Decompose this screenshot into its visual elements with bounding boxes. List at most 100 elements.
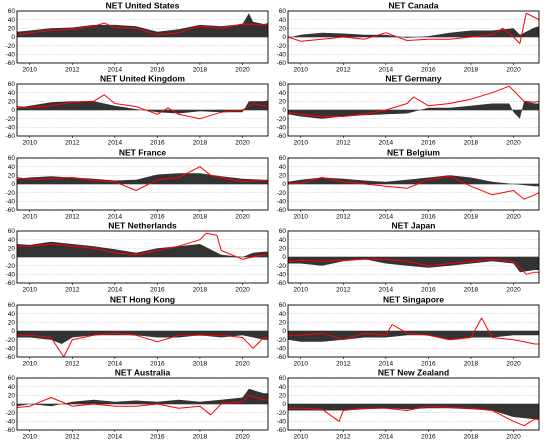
x-tick-label: 2010: [294, 287, 309, 294]
panel-title: NET United States: [106, 1, 180, 11]
plot-frame: [287, 377, 540, 431]
x-tick-label: 2020: [235, 214, 250, 221]
y-tick-label: -40: [6, 52, 16, 59]
y-tick-label: 60: [279, 8, 287, 15]
x-tick-label: 2020: [235, 434, 250, 441]
plot-frame: [287, 10, 540, 64]
x-tick-label: 2014: [379, 361, 394, 368]
x-tick-label: 2016: [421, 361, 436, 368]
net-area-series: [288, 175, 539, 187]
net-line-series: [16, 22, 269, 36]
x-tick-label: 2018: [464, 361, 479, 368]
panel-title: NET Germany: [385, 74, 441, 84]
y-tick-label: 40: [8, 311, 16, 318]
y-tick-label: 40: [8, 237, 16, 244]
y-tick-label: 20: [279, 26, 287, 33]
y-tick-label: 60: [8, 302, 16, 309]
x-tick-label: 2018: [193, 361, 208, 368]
plot-frame: [16, 157, 269, 211]
y-tick-label: 20: [279, 173, 287, 180]
x-tick-label: 2018: [464, 287, 479, 294]
panel-title: NET Australia: [115, 368, 171, 378]
y-tick-label: 60: [8, 155, 16, 162]
y-tick-label: -20: [6, 410, 16, 417]
plot-frame: [16, 230, 269, 284]
y-tick-label: -20: [6, 190, 16, 197]
y-tick-label: 20: [8, 26, 16, 33]
x-tick-label: 2016: [150, 67, 165, 74]
x-tick-label: 2010: [294, 434, 309, 441]
x-tick-label: 2016: [421, 67, 436, 74]
x-tick-label: 2012: [336, 361, 351, 368]
y-tick-label: 0: [11, 34, 15, 41]
x-tick-label: 2020: [506, 140, 521, 147]
y-tick-label: 60: [8, 228, 16, 235]
y-tick-label: -60: [277, 280, 287, 287]
plot-frame: [16, 304, 269, 358]
y-tick-label: 20: [279, 320, 287, 327]
panel-title: NET Japan: [392, 221, 436, 231]
x-tick-label: 2018: [193, 434, 208, 441]
plot-frame: [16, 10, 269, 64]
y-tick-label: 20: [8, 246, 16, 253]
net-area-series: [288, 257, 539, 273]
x-tick-label: 2012: [65, 214, 80, 221]
x-tick-label: 2018: [464, 214, 479, 221]
y-tick-label: -20: [6, 337, 16, 344]
x-tick-label: 2018: [193, 214, 208, 221]
y-tick-label: -20: [277, 116, 287, 123]
x-tick-label: 2016: [150, 434, 165, 441]
x-tick-label: 2020: [506, 67, 521, 74]
x-tick-label: 2012: [65, 67, 80, 74]
net-area-series: [17, 331, 268, 344]
x-tick-label: 2012: [336, 214, 351, 221]
panel-title: NET Netherlands: [108, 221, 177, 231]
y-tick-label: 60: [8, 375, 16, 382]
y-tick-label: 20: [8, 320, 16, 327]
y-tick-label: -60: [6, 427, 16, 434]
chart-panel: NET Singapore 60 40 200 -20 -40-60 2010 2012 201…: [277, 295, 540, 368]
y-tick-label: -20: [277, 263, 287, 270]
chart-panel: NET Canada 60 40 200 -20 -40-60 2010 2012 2014 20…: [277, 1, 540, 74]
y-tick-label: -40: [277, 346, 287, 353]
x-tick-label: 2012: [336, 287, 351, 294]
y-tick-label: -40: [6, 199, 16, 206]
x-tick-label: 2014: [379, 434, 394, 441]
x-tick-label: 2014: [379, 214, 394, 221]
x-tick-label: 2020: [235, 140, 250, 147]
y-tick-label: 40: [8, 90, 16, 97]
x-tick-label: 2014: [108, 361, 123, 368]
x-tick-label: 2010: [23, 287, 38, 294]
net-area-series: [17, 173, 268, 184]
x-tick-label: 2010: [23, 361, 38, 368]
y-tick-label: 60: [279, 155, 287, 162]
y-tick-label: 0: [11, 328, 15, 335]
x-tick-label: 2016: [150, 140, 165, 147]
x-tick-label: 2018: [193, 287, 208, 294]
panel-title: NET Canada: [388, 1, 438, 11]
net-line-series: [287, 175, 540, 200]
y-tick-label: -60: [6, 207, 16, 214]
x-tick-label: 2020: [506, 214, 521, 221]
x-tick-label: 2014: [379, 140, 394, 147]
x-tick-label: 2014: [108, 434, 123, 441]
x-tick-label: 2018: [464, 434, 479, 441]
y-tick-label: 20: [8, 393, 16, 400]
panel-title: NET France: [119, 148, 167, 158]
y-tick-label: 40: [279, 311, 287, 318]
panel-title: NET United Kingdom: [100, 74, 185, 84]
y-tick-label: 0: [282, 34, 286, 41]
y-tick-label: -20: [6, 43, 16, 50]
x-tick-label: 2020: [506, 287, 521, 294]
plot-frame: [287, 157, 540, 211]
plot-frame: [287, 304, 540, 358]
x-tick-label: 2020: [235, 287, 250, 294]
chart-panel: NET Japan 60 40 200 -20 -40-60 2010 2012 2014 201…: [277, 221, 540, 294]
y-tick-label: 20: [279, 99, 287, 106]
x-tick-label: 2014: [379, 67, 394, 74]
panel-title: NET New Zealand: [378, 368, 449, 378]
x-tick-label: 2010: [294, 140, 309, 147]
y-tick-label: 40: [8, 384, 16, 391]
x-tick-label: 2020: [506, 434, 521, 441]
